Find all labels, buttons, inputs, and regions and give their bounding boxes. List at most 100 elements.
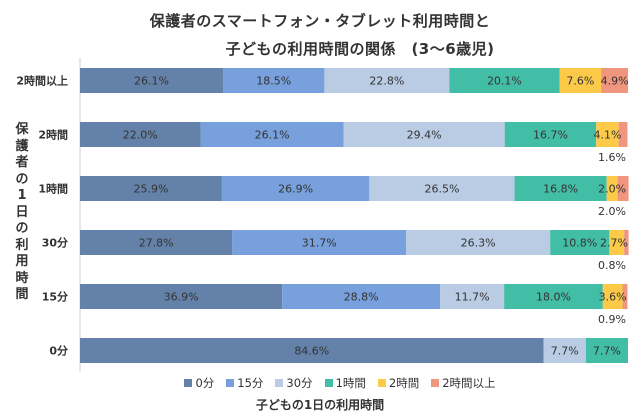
legend-label: 15分 [237, 376, 264, 390]
bar-segment [343, 122, 505, 147]
bar-segment [80, 176, 222, 201]
legend-label: 2時間以上 [442, 376, 496, 390]
y-axis-label-char: 利 [15, 237, 29, 253]
data-label: 22.0% [123, 129, 158, 142]
bar-segment [609, 230, 625, 255]
bar-segment [624, 230, 629, 255]
data-label: 0.8% [598, 259, 626, 272]
data-label: 26.9% [278, 183, 313, 196]
y-axis-label-char: 保 [15, 122, 29, 137]
bar-segment [601, 68, 628, 93]
category-tick-label: 0分 [49, 344, 68, 358]
category-tick-label: 2時間 [38, 128, 68, 142]
bar-segment [80, 230, 233, 255]
data-label: 18.0% [536, 291, 571, 304]
data-label: 1.6% [598, 151, 626, 164]
data-label: 22.8% [369, 75, 404, 88]
data-label: 2.7% [600, 237, 628, 250]
y-axis-label-char: 護 [15, 138, 29, 154]
category-tick-label: 1時間 [38, 182, 68, 196]
data-label: 84.6% [294, 345, 329, 358]
data-label: 10.8% [562, 237, 597, 250]
y-axis-label-char: 時 [15, 270, 29, 286]
bar-segment [550, 230, 610, 255]
data-label: 25.9% [133, 183, 168, 196]
bar-segment [406, 230, 551, 255]
legend: 0分 15分 30分 1時間 2時間 2時間以上 [150, 375, 530, 391]
y-axis-label-char: 日 [15, 204, 29, 220]
data-label: 16.8% [543, 183, 578, 196]
bar-segment [324, 68, 450, 93]
data-label: 26.1% [134, 75, 169, 88]
data-label: 26.1% [255, 129, 290, 142]
y-axis-label-char: 間 [15, 287, 29, 302]
data-label: 7.7% [551, 345, 579, 358]
chart-title-line1: 保護者のスマートフォン・タブレット利用時間と [149, 12, 491, 30]
legend-label: 2時間 [388, 376, 420, 390]
bar-segment [80, 338, 544, 363]
bar-segment [232, 230, 407, 255]
y-axis-label-char: 者 [15, 155, 29, 170]
data-label: 7.7% [593, 345, 621, 358]
bar-segment [504, 284, 603, 309]
legend-item: 0分 [184, 375, 214, 391]
bar-segment [585, 338, 628, 363]
legend-item: 1時間 [324, 375, 366, 391]
bar-segment [221, 176, 370, 201]
bar-segment [449, 68, 560, 93]
data-label: 36.9% [164, 291, 199, 304]
legend-item: 15分 [226, 375, 263, 391]
bar-segment [80, 122, 201, 147]
legend-item: 30分 [275, 375, 313, 391]
data-label: 29.4% [407, 129, 442, 142]
bar-segment [622, 284, 628, 309]
data-label: 2.0% [598, 205, 626, 218]
data-label: 7.6% [566, 75, 594, 88]
chart-title-line2: 子どもの利用時間の関係 (3〜6歳児) [225, 40, 495, 58]
category-tick-label: 2時間以上 [16, 74, 68, 88]
bar-segment [369, 176, 515, 201]
y-axis-label-char: の [15, 221, 29, 236]
bar-segment [606, 176, 618, 201]
bar-segment [543, 338, 586, 363]
bar-segment [514, 176, 607, 201]
legend-swatch [184, 379, 193, 387]
legend-swatch [226, 379, 235, 387]
bar-segment [618, 122, 628, 147]
bar-segment [559, 68, 602, 93]
bar-segment [596, 122, 619, 147]
data-label: 27.8% [139, 237, 174, 250]
bar-segment [440, 284, 505, 309]
x-axis-label: 子どもの1日の利用時間 [255, 398, 385, 412]
bar-segment [80, 68, 224, 93]
legend-label: 0分 [195, 376, 215, 390]
data-label: 11.7% [455, 291, 490, 304]
data-label: 16.7% [533, 129, 568, 142]
data-label: 0.9% [598, 313, 626, 326]
y-axis-label-char: 用 [15, 254, 29, 269]
data-label: 28.8% [344, 291, 379, 304]
legend-label: 30分 [286, 376, 313, 390]
legend-item: 2時間以上 [431, 375, 496, 391]
data-label: 4.9% [601, 75, 629, 88]
legend-swatch [431, 379, 440, 387]
bar-segment [617, 176, 629, 201]
data-label: 26.3% [461, 237, 496, 250]
data-label: 20.1% [487, 75, 522, 88]
data-label: 31.7% [302, 237, 337, 250]
legend-swatch [275, 379, 284, 387]
legend-item: 2時間 [377, 375, 420, 391]
bar-segment [602, 284, 623, 309]
category-tick-label: 15分 [42, 290, 68, 304]
data-label: 3.6% [599, 291, 627, 304]
category-tick-label: 30分 [42, 236, 68, 250]
data-label: 4.1% [593, 129, 621, 142]
bar-segment [200, 122, 344, 147]
data-label: 2.0% [598, 183, 626, 196]
legend-label: 1時間 [335, 376, 366, 390]
y-axis-label-char: 1 [17, 188, 27, 203]
bar-segment [282, 284, 441, 309]
legend-swatch [324, 379, 333, 387]
